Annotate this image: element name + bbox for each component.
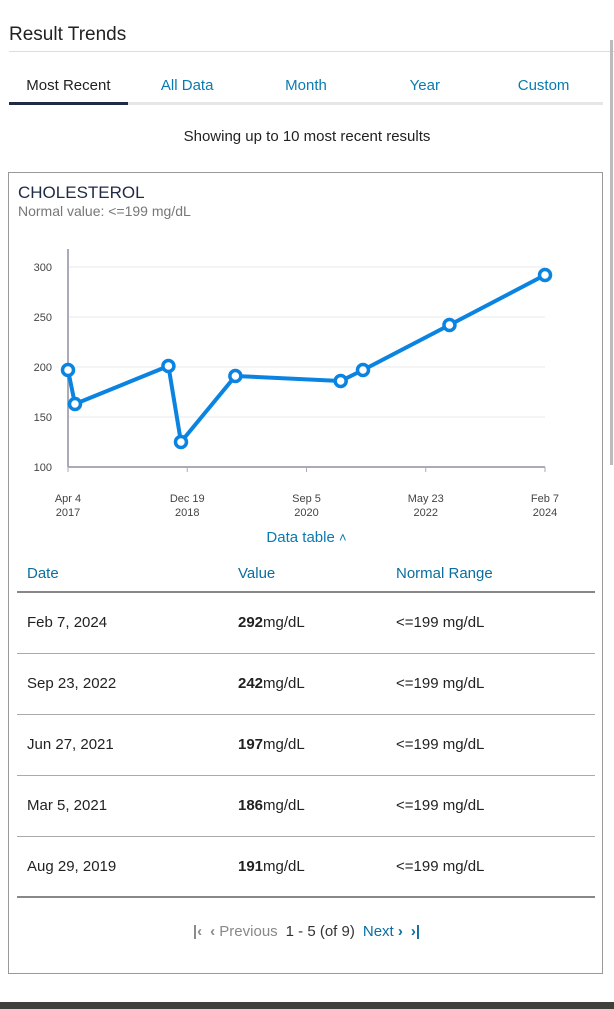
row-range: <=199 mg/dL — [386, 592, 595, 654]
value-number: 191 — [238, 857, 264, 875]
table-row: Sep 23, 2022 242mg/dL <=199 mg/dL — [17, 653, 595, 715]
value-number: 292 — [238, 614, 264, 632]
chevron-left-icon: ‹ — [210, 923, 216, 940]
first-page-icon[interactable]: |‹ — [192, 923, 203, 940]
data-point — [537, 267, 553, 283]
value-unit: mg/dL — [263, 857, 305, 875]
results-table: Date Value Normal Range Feb 7, 2024 292mg… — [17, 556, 595, 898]
row-date: Mar 5, 2021 — [17, 775, 228, 837]
row-date: Aug 29, 2019 — [17, 836, 228, 898]
row-range: <=199 mg/dL — [386, 653, 595, 715]
page-title: Result Trends — [9, 24, 127, 45]
row-range: <=199 mg/dL — [386, 714, 595, 776]
tab-month[interactable]: Month — [285, 77, 327, 94]
table-row: Feb 7, 2024 292mg/dL <=199 mg/dL — [17, 592, 595, 654]
y-tick-label: 250 — [34, 312, 52, 324]
x-tick-label: 2018 — [175, 507, 199, 519]
trend-chart: 100 150 200 250 300 Apr 4 2017 Dec 19 2018 Sep 5 2… — [34, 249, 559, 519]
x-tick-label: Apr 4 — [55, 493, 81, 505]
col-range: Normal Range — [386, 556, 595, 593]
value-unit: mg/dL — [263, 675, 305, 692]
bottom-bar — [0, 1002, 614, 1009]
chevron-up-icon: ˄ — [338, 530, 347, 545]
data-point — [161, 358, 176, 374]
tab-bar: Most Recent All Data Month Year Custom — [9, 70, 603, 105]
data-point — [442, 317, 457, 333]
row-value: 197mg/dL — [228, 714, 386, 776]
next-button[interactable]: Next › — [363, 923, 403, 940]
x-tick-label: 2022 — [414, 507, 438, 519]
data-point — [228, 368, 243, 384]
col-date: Date — [17, 556, 228, 593]
y-tick-label: 150 — [34, 412, 52, 424]
row-value: 292mg/dL — [228, 592, 386, 654]
test-title: CHOLESTEROL — [18, 183, 145, 202]
row-date: Jun 27, 2021 — [17, 714, 228, 776]
next-label: Next — [362, 923, 394, 940]
x-tick-label: 2020 — [294, 507, 318, 519]
previous-button[interactable]: ‹ Previous — [210, 923, 278, 940]
y-tick-label: 200 — [34, 362, 52, 374]
showing-text: Showing up to 10 most recent results — [183, 128, 431, 145]
data-table-label: Data table — [266, 529, 335, 546]
data-point — [333, 373, 348, 389]
tab-custom[interactable]: Custom — [517, 77, 570, 94]
tab-most-recent[interactable]: Most Recent — [9, 70, 128, 105]
table-row: Mar 5, 2021 186mg/dL <=199 mg/dL — [17, 775, 595, 837]
value-unit: mg/dL — [263, 736, 305, 753]
row-date: Feb 7, 2024 — [17, 592, 228, 654]
previous-label: Previous — [219, 923, 278, 940]
tab-all-data[interactable]: All Data — [160, 77, 214, 94]
row-value: 186mg/dL — [228, 775, 386, 837]
y-tick-label: 300 — [34, 262, 52, 274]
y-tick-label: 100 — [34, 462, 52, 474]
x-tick-label: 2024 — [533, 507, 557, 519]
data-point — [67, 396, 83, 412]
data-point — [60, 362, 76, 378]
row-range: <=199 mg/dL — [386, 775, 595, 837]
chevron-right-icon: › — [397, 923, 403, 940]
scrollbar[interactable] — [610, 40, 613, 465]
x-tick-label: Sep 5 — [292, 493, 321, 505]
divider — [9, 51, 614, 52]
row-range: <=199 mg/dL — [386, 836, 595, 898]
data-point — [173, 434, 189, 450]
result-card: CHOLESTEROL Normal value: <=199 mg/dL 10… — [8, 172, 603, 974]
row-value: 191mg/dL — [228, 836, 386, 898]
data-table-toggle[interactable]: Data table ˄ — [9, 529, 604, 546]
table-row: Jun 27, 2021 197mg/dL <=199 mg/dL — [17, 714, 595, 776]
table-row: Aug 29, 2019 191mg/dL <=199 mg/dL — [17, 836, 595, 898]
value-number: 197 — [238, 736, 264, 753]
x-tick-label: Feb 7 — [531, 493, 559, 505]
value-unit: mg/dL — [263, 614, 305, 632]
last-page-icon[interactable]: ›| — [410, 923, 421, 940]
pagination: |‹ ‹ Previous 1 - 5 (of 9) Next › ›| — [9, 923, 604, 940]
x-tick-label: Dec 19 — [170, 493, 205, 505]
data-point — [355, 362, 371, 378]
x-tick-label: 2017 — [56, 507, 80, 519]
page-range: 1 - 5 (of 9) — [285, 923, 355, 940]
value-unit: mg/dL — [263, 797, 305, 814]
row-value: 242mg/dL — [228, 653, 386, 715]
x-tick-label: May 23 — [408, 493, 444, 505]
value-number: 242 — [238, 675, 264, 692]
row-date: Sep 23, 2022 — [17, 653, 228, 715]
col-value: Value — [228, 556, 386, 593]
normal-value: Normal value: <=199 mg/dL — [18, 203, 191, 219]
value-number: 186 — [238, 797, 264, 814]
tab-year[interactable]: Year — [409, 77, 440, 94]
